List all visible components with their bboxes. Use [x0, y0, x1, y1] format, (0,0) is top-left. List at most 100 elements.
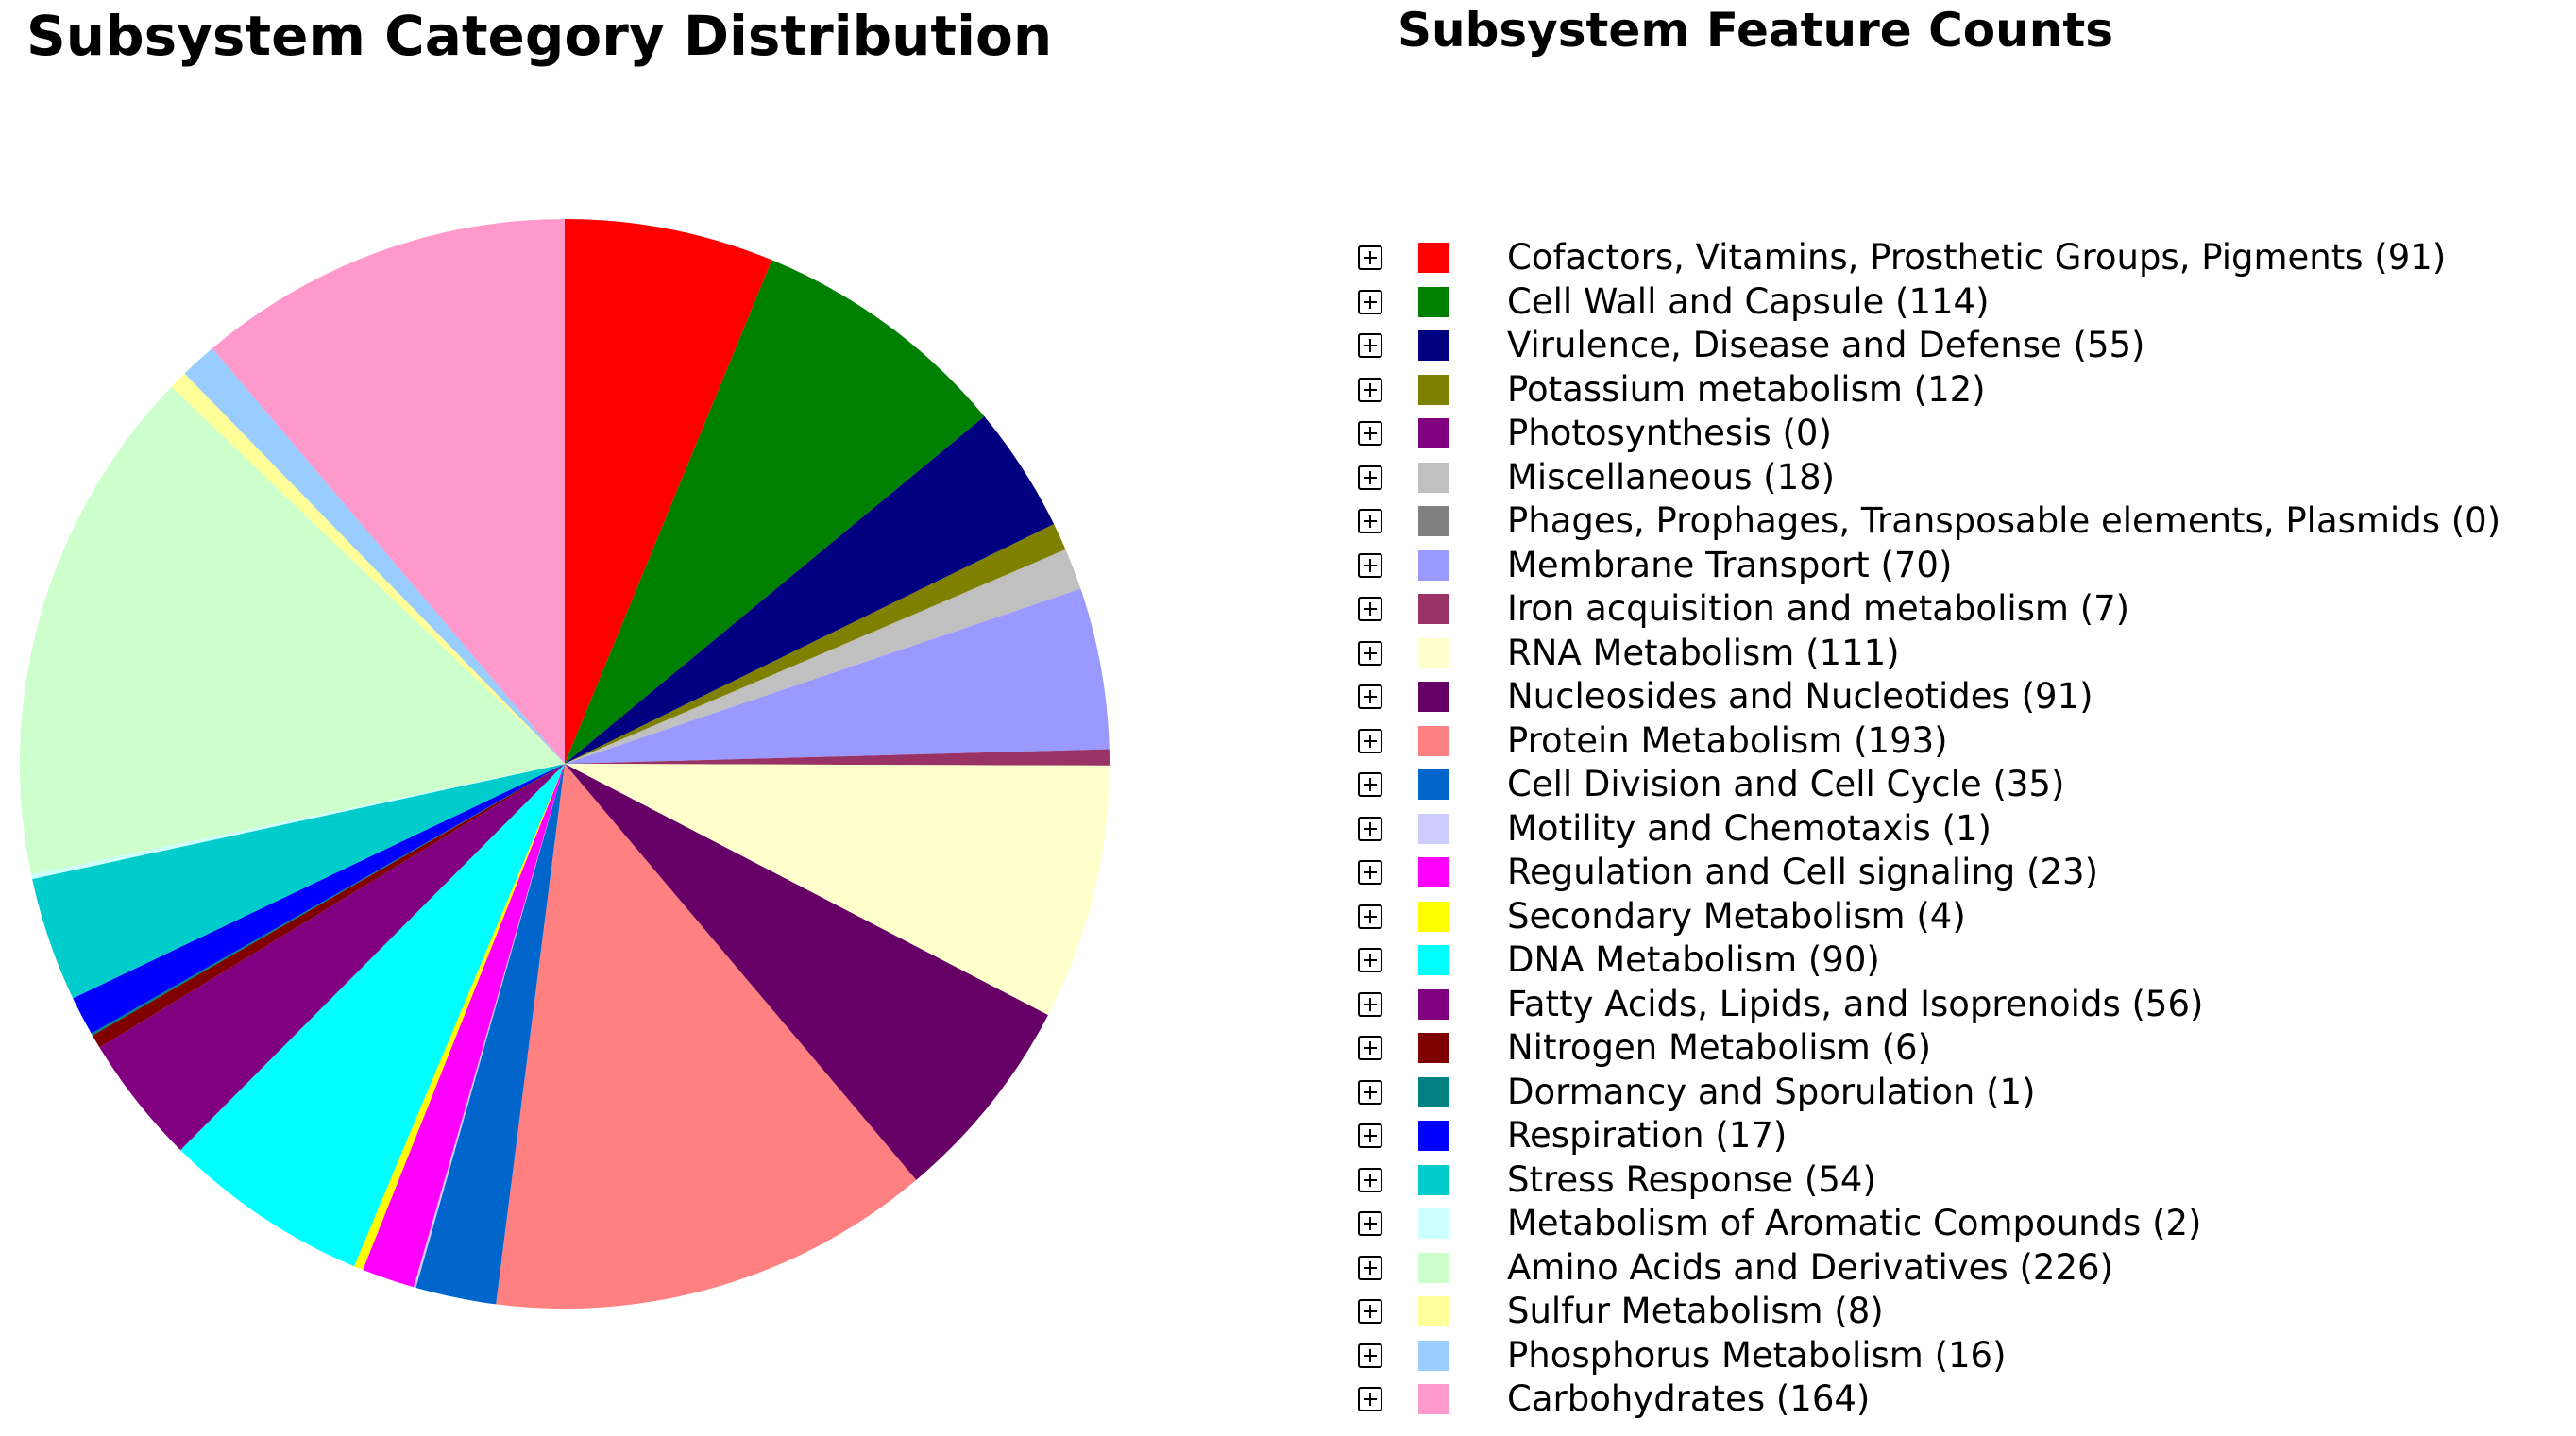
legend-swatch: [1418, 243, 1449, 274]
legend-label[interactable]: Regulation and Cell signaling (23): [1507, 852, 2099, 893]
legend-label[interactable]: Cell Division and Cell Cycle (35): [1507, 764, 2065, 805]
expand-plus-icon[interactable]: [1358, 860, 1382, 886]
expand-plus-icon[interactable]: [1358, 1079, 1382, 1105]
legend-swatch: [1418, 1208, 1449, 1240]
expand-plus-icon[interactable]: [1358, 465, 1382, 490]
legend-swatch: [1418, 725, 1449, 756]
legend-label[interactable]: Nitrogen Metabolism (6): [1507, 1027, 1932, 1069]
pie-slice-17: [99, 764, 566, 1151]
legend-swatch: [1418, 1164, 1449, 1195]
legend-item: Motility and Chemotaxis (1): [1358, 807, 2567, 852]
legend-label[interactable]: Secondary Metabolism (4): [1507, 895, 1966, 937]
legend-swatch: [1418, 682, 1449, 713]
pie-slice-9: [565, 764, 1110, 1016]
legend-label[interactable]: Cofactors, Vitamins, Prosthetic Groups, …: [1507, 237, 2447, 279]
expand-plus-icon[interactable]: [1358, 991, 1382, 1017]
expand-plus-icon[interactable]: [1358, 377, 1382, 402]
legend-swatch: [1418, 945, 1449, 976]
legend-label[interactable]: Potassium metabolism (12): [1507, 368, 1986, 410]
pie-slice-13: [414, 764, 565, 1289]
legend-label[interactable]: Sulfur Metabolism (8): [1507, 1291, 1884, 1332]
legend-label[interactable]: Photosynthesis (0): [1507, 413, 1832, 454]
pie-slice-2: [565, 416, 1055, 764]
pie-slice-7: [565, 588, 1110, 764]
legend-item: Photosynthesis (0): [1358, 412, 2567, 456]
pie-slice-21: [32, 764, 565, 999]
legend-label[interactable]: Nucleosides and Nucleotides (91): [1507, 676, 2093, 718]
expand-plus-icon[interactable]: [1358, 597, 1382, 622]
legend-swatch: [1418, 1252, 1449, 1283]
legend-item: Fatty Acids, Lipids, and Isoprenoids (56…: [1358, 983, 2567, 1027]
expand-plus-icon[interactable]: [1358, 245, 1382, 271]
legend-label[interactable]: Virulence, Disease and Defense (55): [1507, 325, 2145, 366]
expand-plus-icon[interactable]: [1358, 1036, 1382, 1061]
expand-plus-icon[interactable]: [1358, 552, 1382, 578]
pie-slice-19: [91, 764, 565, 1036]
legend-label[interactable]: Motility and Chemotaxis (1): [1507, 807, 1991, 849]
legend-swatch: [1418, 901, 1449, 932]
legend-label[interactable]: Cell Wall and Capsule (114): [1507, 280, 1990, 322]
legend-item: Cell Wall and Capsule (114): [1358, 280, 2567, 325]
legend-swatch: [1418, 813, 1449, 844]
expand-plus-icon[interactable]: [1358, 289, 1382, 314]
pie-slice-16: [180, 764, 565, 1267]
legend-swatch: [1418, 1296, 1449, 1327]
legend-item: Phages, Prophages, Transposable elements…: [1358, 499, 2567, 544]
legend-label[interactable]: Amino Acids and Derivatives (226): [1507, 1246, 2113, 1288]
legend-label[interactable]: Miscellaneous (18): [1507, 456, 1836, 498]
legend-item: DNA Metabolism (90): [1358, 938, 2567, 983]
pie-slice-8: [565, 749, 1110, 766]
legend-item: Cell Division and Cell Cycle (35): [1358, 763, 2567, 807]
expand-plus-icon[interactable]: [1358, 1299, 1382, 1325]
legend-label[interactable]: Iron acquisition and metabolism (7): [1507, 588, 2130, 630]
pie-slice-24: [171, 373, 565, 764]
legend-item: Metabolism of Aromatic Compounds (2): [1358, 1202, 2567, 1246]
expand-plus-icon[interactable]: [1358, 1387, 1382, 1412]
legend: Cofactors, Vitamins, Prosthetic Groups, …: [1358, 236, 2567, 1422]
pie-slice-3: [565, 524, 1066, 764]
legend-item: Secondary Metabolism (4): [1358, 895, 2567, 939]
expand-plus-icon[interactable]: [1358, 1211, 1382, 1237]
legend-swatch: [1418, 462, 1449, 493]
expand-plus-icon[interactable]: [1358, 816, 1382, 841]
pie-chart: [20, 219, 1110, 1309]
expand-plus-icon[interactable]: [1358, 509, 1382, 534]
legend-label[interactable]: Phosphorus Metabolism (16): [1507, 1334, 2007, 1376]
legend-item: Cofactors, Vitamins, Prosthetic Groups, …: [1358, 236, 2567, 280]
legend-item: RNA Metabolism (111): [1358, 632, 2567, 676]
expand-plus-icon[interactable]: [1358, 948, 1382, 973]
legend-item: Carbohydrates (164): [1358, 1377, 2567, 1422]
expand-plus-icon[interactable]: [1358, 333, 1382, 359]
legend-label[interactable]: Dormancy and Sporulation (1): [1507, 1071, 2036, 1112]
expand-plus-icon[interactable]: [1358, 904, 1382, 929]
legend-label[interactable]: Metabolism of Aromatic Compounds (2): [1507, 1203, 2202, 1244]
expand-plus-icon[interactable]: [1358, 728, 1382, 753]
expand-plus-icon[interactable]: [1358, 772, 1382, 798]
expand-plus-icon[interactable]: [1358, 421, 1382, 447]
legend-label[interactable]: RNA Metabolism (111): [1507, 632, 1900, 673]
expand-plus-icon[interactable]: [1358, 1255, 1382, 1280]
expand-plus-icon[interactable]: [1358, 640, 1382, 666]
legend-label[interactable]: Respiration (17): [1507, 1115, 1788, 1157]
legend-label[interactable]: Stress Response (54): [1507, 1158, 1876, 1200]
legend-label[interactable]: Carbohydrates (164): [1507, 1378, 1871, 1420]
expand-plus-icon[interactable]: [1358, 1123, 1382, 1149]
expand-plus-icon[interactable]: [1358, 1167, 1382, 1192]
legend-label[interactable]: Phages, Prophages, Transposable elements…: [1507, 500, 2501, 542]
pie-slice-0: [565, 219, 772, 764]
chart-title: Subsystem Category Distribution: [26, 4, 1053, 68]
legend-swatch: [1418, 857, 1449, 888]
legend-label[interactable]: Fatty Acids, Lipids, and Isoprenoids (56…: [1507, 983, 2204, 1024]
pie-slice-14: [363, 764, 565, 1288]
legend-item: Phosphorus Metabolism (16): [1358, 1334, 2567, 1378]
legend-swatch: [1418, 506, 1449, 537]
legend-label[interactable]: Membrane Transport (70): [1507, 544, 1953, 585]
expand-plus-icon[interactable]: [1358, 684, 1382, 710]
pie-slice-12: [415, 764, 565, 1305]
expand-plus-icon[interactable]: [1358, 1343, 1382, 1368]
legend-label[interactable]: DNA Metabolism (90): [1507, 939, 1880, 981]
legend-label[interactable]: Protein Metabolism (193): [1507, 719, 1948, 761]
legend-swatch: [1418, 1384, 1449, 1415]
pie-slice-11: [496, 764, 917, 1309]
pie-slice-18: [92, 764, 565, 1048]
